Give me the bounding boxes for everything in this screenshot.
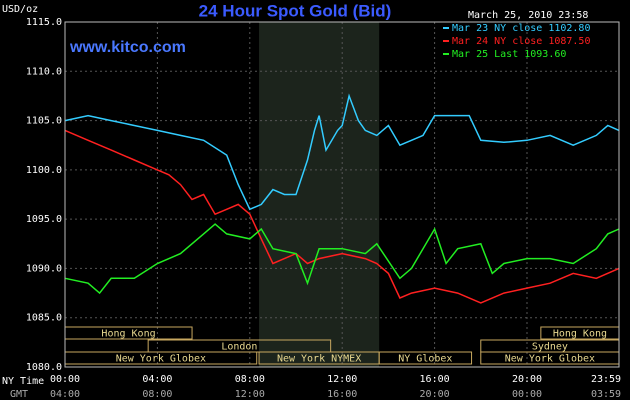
y-tick-label: 1090.0 [26, 263, 62, 274]
y-tick-label: 1105.0 [26, 116, 62, 127]
x-tick-label: 00:00 [50, 374, 80, 385]
y-tick-label: 1110.0 [26, 66, 62, 77]
subtitle: www.kitco.com [69, 39, 186, 56]
x2-tick-label: 04:00 [50, 389, 80, 400]
x-tick-label: 20:00 [512, 374, 542, 385]
x-tick-label: 16:00 [420, 374, 450, 385]
price-line [64, 223, 620, 295]
x-tick-label: 04:00 [142, 374, 172, 385]
session-label: New York NYMEX [277, 354, 361, 365]
legend-label: Mar 23 NY close 1102.80 [452, 23, 590, 34]
legend-label: Mar 25 Last 1093.60 [452, 49, 566, 60]
x2-axis-label: GMT [10, 389, 28, 400]
y-axis-label: USD/oz [2, 4, 38, 15]
session-label: New York Globex [505, 354, 595, 365]
x2-tick-label: 08:00 [142, 389, 172, 400]
x2-tick-label: 16:00 [327, 389, 357, 400]
session-label: Hong Kong [101, 329, 155, 340]
plot-frame [64, 21, 620, 368]
price-line [64, 93, 620, 211]
session-label: Sydney [532, 342, 568, 353]
legend-label: Mar 24 NY close 1087.50 [452, 36, 590, 47]
price-line [64, 129, 620, 304]
x2-tick-label: 03:59 [591, 389, 621, 400]
y-tick-label: 1100.0 [26, 165, 62, 176]
timestamp: March 25, 2010 23:58 [468, 10, 588, 21]
y-tick-label: 1085.0 [26, 313, 62, 324]
session-highlight [259, 22, 380, 367]
y-tick-label: 1080.0 [26, 362, 62, 373]
session-label: Hong Kong [553, 329, 607, 340]
x2-tick-label: 12:00 [235, 389, 265, 400]
x-tick-label: 08:00 [235, 374, 265, 385]
session-label: New York Globex [116, 354, 206, 365]
chart-title: 24 Hour Spot Gold (Bid) [199, 1, 392, 20]
session-label: NY Globex [398, 354, 452, 365]
x2-tick-label: 20:00 [420, 389, 450, 400]
x2-tick-label: 00:00 [512, 389, 542, 400]
x-axis-label: NY Time [2, 376, 44, 387]
session-box [378, 351, 473, 365]
x-tick-label: 12:00 [327, 374, 357, 385]
x-tick-label: 23:59 [591, 374, 621, 385]
y-tick-label: 1095.0 [26, 214, 62, 225]
session-label: London [221, 342, 257, 353]
y-tick-label: 1115.0 [26, 17, 62, 28]
